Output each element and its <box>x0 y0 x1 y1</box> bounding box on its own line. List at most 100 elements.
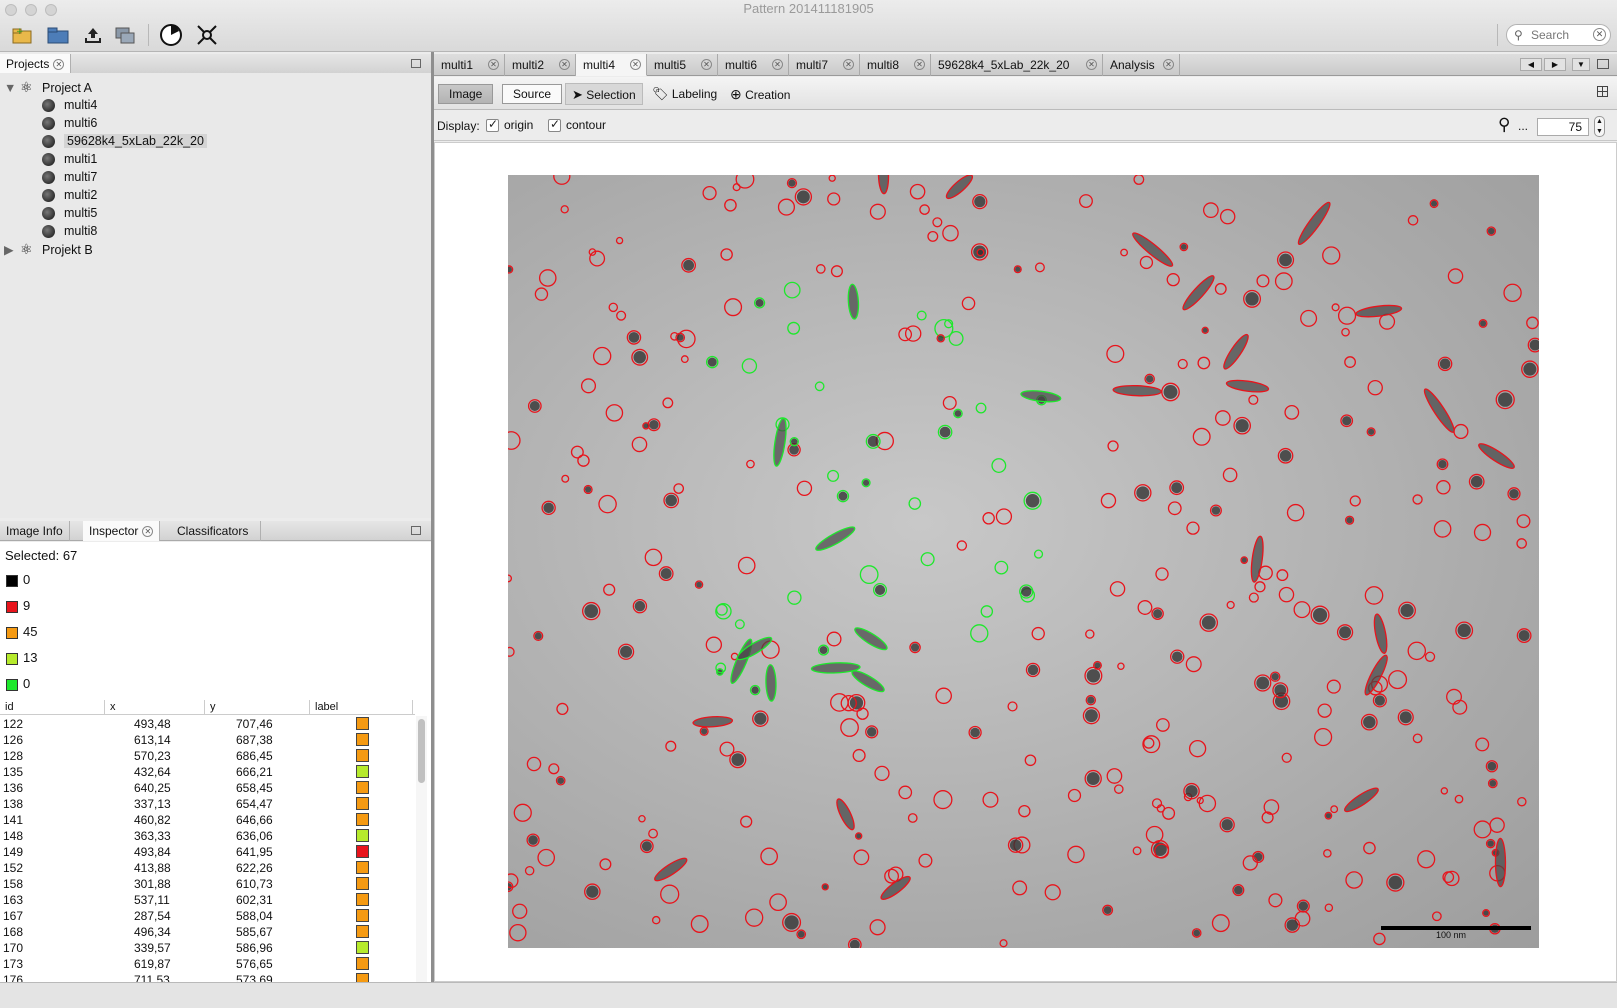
particle-contour[interactable] <box>681 257 697 273</box>
rod-particle-contour[interactable] <box>1494 837 1507 888</box>
particle-contour[interactable] <box>588 248 597 256</box>
particle-contour[interactable] <box>1151 798 1163 809</box>
table-row[interactable]: 158 301,88 610,73 <box>0 876 410 892</box>
tree-node-project-a[interactable]: ▼ ⚛ Project A <box>4 79 93 95</box>
rod-particle-contour[interactable] <box>1225 378 1270 394</box>
particle-contour[interactable] <box>1281 752 1292 763</box>
particle-contour[interactable] <box>1473 523 1492 542</box>
rod-particle-contour[interactable] <box>692 715 734 728</box>
selected-particle-contour[interactable] <box>991 458 1007 473</box>
column-header-label[interactable]: label <box>310 700 413 715</box>
particle-contour[interactable] <box>1473 820 1492 839</box>
selected-particle-contour[interactable] <box>734 619 745 630</box>
tab-multi4[interactable]: multi4 ✕ <box>576 54 647 76</box>
particle-contour[interactable] <box>1397 709 1414 726</box>
particle-contour[interactable] <box>1331 303 1340 312</box>
particle-contour[interactable] <box>1485 838 1496 849</box>
particle-contour[interactable] <box>1366 427 1376 437</box>
particle-contour[interactable] <box>1256 274 1270 288</box>
particle-contour[interactable] <box>1254 674 1272 692</box>
particle-contour[interactable] <box>874 765 890 781</box>
selected-particle-contour[interactable] <box>873 582 888 597</box>
magnifier-icon[interactable]: ⚲ <box>1498 115 1511 134</box>
tree-item-image[interactable]: 59628k4_5xLab_22k_20 <box>42 132 207 150</box>
particle-contour[interactable] <box>1170 649 1185 664</box>
tab-image-info[interactable]: Image Info <box>0 521 70 541</box>
particle-contour[interactable] <box>1345 871 1363 889</box>
rod-particle-contour[interactable] <box>771 417 788 467</box>
particle-contour[interactable] <box>1156 718 1170 732</box>
particle-contour[interactable] <box>509 924 527 942</box>
particle-contour[interactable] <box>942 224 959 242</box>
particle-contour[interactable] <box>1336 624 1354 641</box>
particle-contour[interactable] <box>1113 784 1124 794</box>
particle-contour[interactable] <box>1154 843 1170 859</box>
particle-contour[interactable] <box>909 641 921 654</box>
particle-contour[interactable] <box>1322 246 1341 265</box>
color-swatch[interactable] <box>6 574 18 587</box>
particle-contour[interactable] <box>936 334 945 343</box>
particle-contour[interactable] <box>1201 326 1209 335</box>
particle-contour[interactable] <box>827 192 841 206</box>
particle-contour[interactable] <box>1300 309 1318 327</box>
close-icon[interactable]: ✕ <box>914 59 925 70</box>
particle-contour[interactable] <box>724 298 743 317</box>
particle-contour[interactable] <box>1495 390 1515 410</box>
particle-contour[interactable] <box>1067 845 1085 864</box>
particle-contour[interactable] <box>976 248 985 257</box>
particle-contour[interactable] <box>1018 804 1031 818</box>
tab-multi8[interactable]: multi8 ✕ <box>860 54 931 76</box>
selected-particle-contour[interactable] <box>715 603 728 616</box>
particle-contour[interactable] <box>1485 760 1499 773</box>
particle-contour[interactable] <box>752 710 769 727</box>
particle-contour[interactable] <box>1440 787 1449 795</box>
close-icon[interactable]: ✕ <box>53 59 65 71</box>
particle-contour[interactable] <box>577 454 590 467</box>
particle-contour[interactable] <box>1013 265 1022 274</box>
particle-contour[interactable] <box>651 915 661 925</box>
particle-contour[interactable] <box>942 395 957 410</box>
particle-contour[interactable] <box>690 915 709 933</box>
rod-particle-contour[interactable] <box>810 662 861 674</box>
particle-contours[interactable] <box>508 175 1539 948</box>
close-window-button[interactable] <box>5 4 17 16</box>
particle-contour[interactable] <box>1293 601 1311 619</box>
cell-label-swatch[interactable] <box>356 845 369 858</box>
particle-contour[interactable] <box>1424 651 1436 662</box>
table-scrollbar[interactable] <box>416 716 427 982</box>
tree-item-image[interactable]: multi2 <box>42 186 97 204</box>
particle-contour[interactable] <box>1082 707 1101 725</box>
particle-contour[interactable] <box>1155 567 1169 581</box>
particle-contour[interactable] <box>1202 202 1219 219</box>
color-swatch[interactable] <box>6 626 18 639</box>
checkbox-checked-icon[interactable] <box>548 117 561 133</box>
selected-particle-contour[interactable] <box>749 684 761 696</box>
table-row[interactable]: 148 363,33 636,06 <box>0 828 410 844</box>
particle-contour[interactable] <box>1407 641 1427 661</box>
particle-contour[interactable] <box>968 725 982 740</box>
particle-contour[interactable] <box>1372 693 1387 708</box>
particle-contour[interactable] <box>1025 662 1041 678</box>
selected-particle-contour[interactable] <box>789 437 799 447</box>
legend-row[interactable]: 45 <box>6 624 37 640</box>
particle-contour[interactable] <box>1268 893 1283 908</box>
particle-contour[interactable] <box>1452 699 1468 715</box>
particle-contour[interactable] <box>1133 175 1145 185</box>
particle-contour[interactable] <box>1475 737 1490 752</box>
particle-contour[interactable] <box>1007 701 1018 712</box>
particle-contour[interactable] <box>1486 226 1497 236</box>
particle-contour[interactable] <box>608 302 619 313</box>
particle-contour[interactable] <box>561 474 570 483</box>
particle-contour[interactable] <box>1437 356 1453 372</box>
tree-item-image[interactable]: multi6 <box>42 114 97 132</box>
particle-contour[interactable] <box>1214 282 1227 295</box>
particle-contour[interactable] <box>1192 427 1211 446</box>
particle-contour[interactable] <box>1326 679 1341 694</box>
close-icon[interactable]: ✕ <box>1163 59 1174 70</box>
particle-contour[interactable] <box>1272 682 1289 699</box>
particle-contour[interactable] <box>675 332 686 343</box>
column-header-y[interactable]: y <box>205 700 310 715</box>
particle-contour[interactable] <box>1031 626 1045 641</box>
maximize-panel-icon[interactable] <box>411 59 421 68</box>
particle-contour[interactable] <box>1191 928 1202 938</box>
